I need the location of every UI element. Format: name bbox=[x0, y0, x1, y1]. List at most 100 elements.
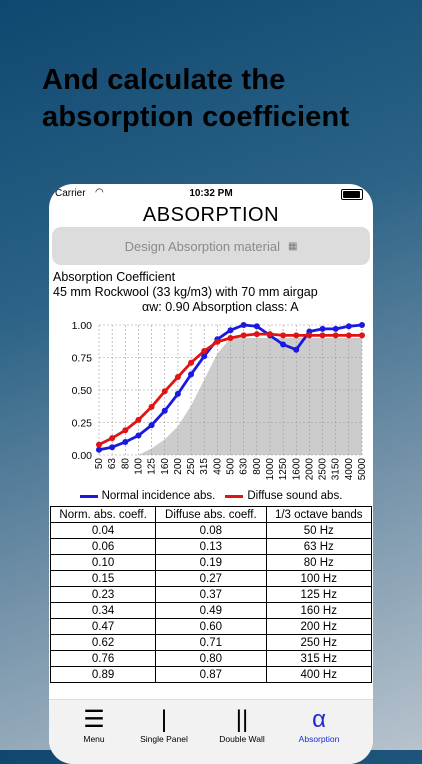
status-time: 10:32 PM bbox=[189, 188, 233, 199]
header-normal: Norm. abs. coeff. bbox=[49, 506, 157, 523]
diffuse-coeff-cell: 0.19 bbox=[155, 554, 267, 571]
tab-label: Double Wall bbox=[219, 734, 265, 744]
data-point-diffuse bbox=[188, 359, 195, 366]
data-point-normal bbox=[359, 322, 365, 328]
data-point-diffuse bbox=[174, 374, 181, 380]
x-tick-label: 100 bbox=[133, 458, 144, 475]
wifi-icon: ◠ bbox=[95, 187, 104, 198]
band-cell: 315 Hz bbox=[265, 650, 372, 667]
carrier-label: Carrier bbox=[55, 188, 86, 199]
x-tick-label: 1250 bbox=[278, 458, 289, 481]
data-point-normal bbox=[161, 407, 168, 414]
table-row: 0.23 0.37 125 Hz bbox=[49, 586, 372, 603]
promo-line-1: And calculate the bbox=[42, 64, 286, 96]
x-tick-label: 800 bbox=[252, 458, 263, 475]
double-wall-icon: || bbox=[235, 706, 249, 733]
data-point-normal bbox=[148, 422, 155, 429]
band-cell: 160 Hz bbox=[265, 602, 372, 619]
table-row: 0.04 0.08 50 Hz bbox=[49, 522, 372, 539]
data-point-normal bbox=[293, 346, 300, 353]
diffuse-coeff-cell: 0.08 bbox=[155, 522, 267, 539]
x-tick-label: 400 bbox=[212, 458, 223, 475]
y-tick-label: 0.00 bbox=[72, 450, 93, 462]
diffuse-coeff-cell: 0.27 bbox=[155, 570, 267, 587]
chart-legend: Normal incidence abs. Diffuse sound abs. bbox=[49, 490, 373, 502]
data-point-diffuse bbox=[240, 332, 247, 339]
normal-coeff-cell: 0.89 bbox=[49, 666, 157, 683]
x-tick-label: 315 bbox=[199, 458, 210, 475]
x-tick-label: 80 bbox=[120, 458, 131, 470]
tab-bar: ☰ Menu | Single Panel || Double Wall α Absorpti… bbox=[49, 699, 373, 764]
table-row: 0.15 0.27 100 Hz bbox=[49, 570, 372, 587]
data-point-diffuse bbox=[201, 348, 208, 354]
band-cell: 400 Hz bbox=[265, 666, 372, 683]
design-absorption-material-button[interactable]: Design Absorption material ▦ bbox=[52, 227, 370, 265]
promo-line-2: absorption coefficient bbox=[42, 101, 350, 133]
x-tick-label: 63 bbox=[107, 458, 118, 470]
data-point-normal bbox=[227, 327, 234, 334]
design-button-label: Design Absorption material bbox=[124, 238, 280, 254]
data-point-diffuse bbox=[161, 388, 168, 395]
data-point-normal bbox=[345, 323, 352, 330]
tab-menu[interactable]: ☰ Menu bbox=[57, 706, 131, 744]
normal-coeff-cell: 0.34 bbox=[49, 602, 157, 619]
tab-label: Menu bbox=[83, 734, 105, 744]
info-material: 45 mm Rockwool (33 kg/m3) with 70 mm air… bbox=[53, 285, 318, 299]
table-row: 0.10 0.19 80 Hz bbox=[49, 554, 372, 571]
data-point-diffuse bbox=[266, 331, 273, 338]
tab-absorption[interactable]: α Absorption bbox=[282, 706, 356, 744]
info-class: αw: 0.90 Absorption class: A bbox=[142, 300, 299, 314]
band-cell: 100 Hz bbox=[265, 570, 372, 587]
data-point-diffuse bbox=[306, 332, 313, 339]
x-tick-label: 50 bbox=[94, 458, 105, 470]
absorption-table: Norm. abs. coeff. Diffuse abs. coeff. 1/… bbox=[49, 506, 372, 683]
diffuse-coeff-cell: 0.71 bbox=[155, 634, 267, 651]
data-point-normal bbox=[280, 341, 287, 348]
x-tick-label: 125 bbox=[147, 458, 158, 475]
menu-icon: ☰ bbox=[83, 706, 105, 733]
single-panel-icon: | bbox=[160, 706, 168, 733]
data-point-normal bbox=[240, 322, 247, 328]
y-tick-label: 0.75 bbox=[72, 353, 93, 365]
table-row: 0.62 0.71 250 Hz bbox=[49, 634, 372, 651]
x-tick-label: 630 bbox=[239, 458, 250, 475]
data-point-diffuse bbox=[319, 332, 326, 339]
table-row: 0.06 0.13 63 Hz bbox=[49, 538, 372, 555]
diffuse-coeff-cell: 0.49 bbox=[155, 602, 267, 619]
data-point-diffuse bbox=[96, 441, 102, 448]
diffuse-coeff-cell: 0.13 bbox=[155, 538, 267, 555]
tab-double-wall[interactable]: || Double Wall bbox=[205, 706, 279, 744]
normal-coeff-cell: 0.47 bbox=[49, 618, 157, 635]
data-point-diffuse bbox=[214, 338, 221, 345]
data-point-diffuse bbox=[345, 332, 352, 339]
tab-label: Single Panel bbox=[140, 734, 188, 744]
x-tick-label: 4000 bbox=[344, 458, 355, 481]
table-row: 0.34 0.49 160 Hz bbox=[49, 602, 372, 619]
y-tick-label: 0.25 bbox=[72, 418, 93, 430]
normal-coeff-cell: 0.76 bbox=[49, 650, 157, 667]
status-bar: Carrier ◠ 10:32 PM bbox=[49, 184, 373, 204]
legend-diffuse-label: Diffuse sound abs. bbox=[247, 490, 343, 502]
tab-label: Absorption bbox=[298, 734, 340, 744]
band-cell: 50 Hz bbox=[265, 522, 372, 539]
phone-screen: Carrier ◠ 10:32 PM ABSORPTION Design Abs… bbox=[49, 184, 373, 764]
tab-single-panel[interactable]: | Single Panel bbox=[127, 706, 201, 744]
data-point-diffuse bbox=[122, 427, 129, 434]
data-point-normal bbox=[109, 444, 116, 451]
data-point-diffuse bbox=[359, 332, 365, 339]
data-point-diffuse bbox=[293, 332, 300, 339]
legend-diffuse-swatch bbox=[225, 494, 244, 498]
legend-normal-swatch bbox=[79, 494, 98, 498]
normal-coeff-cell: 0.10 bbox=[49, 554, 157, 571]
data-point-normal bbox=[174, 390, 181, 397]
table-row: 0.76 0.80 315 Hz bbox=[49, 650, 372, 667]
x-tick-label: 200 bbox=[173, 458, 184, 475]
x-tick-label: 5000 bbox=[357, 458, 368, 481]
diffuse-coeff-cell: 0.60 bbox=[155, 618, 267, 635]
x-tick-label: 500 bbox=[226, 458, 237, 475]
band-cell: 125 Hz bbox=[265, 586, 372, 603]
y-tick-label: 0.50 bbox=[72, 385, 93, 397]
x-tick-label: 2000 bbox=[304, 458, 315, 481]
diffuse-coeff-cell: 0.87 bbox=[155, 666, 267, 683]
data-point-normal bbox=[332, 325, 339, 332]
